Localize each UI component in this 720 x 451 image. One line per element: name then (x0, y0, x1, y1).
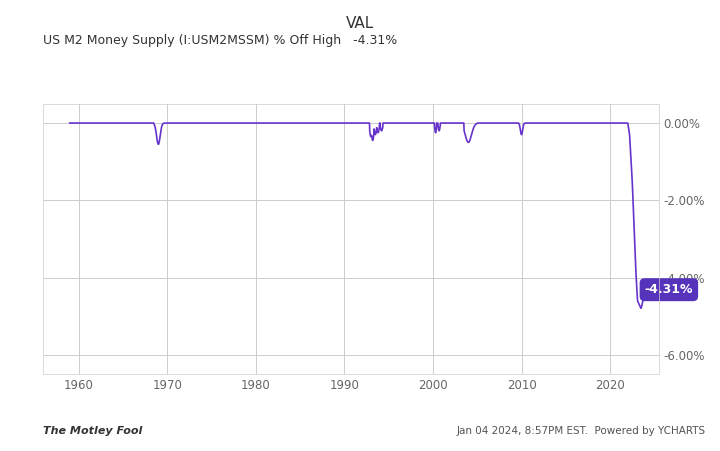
Text: VAL: VAL (346, 16, 374, 31)
Text: -4.31%: -4.31% (639, 283, 693, 296)
Text: The Motley Fool: The Motley Fool (43, 426, 143, 436)
Text: Jan 04 2024, 8:57PM EST.  Powered by YCHARTS: Jan 04 2024, 8:57PM EST. Powered by YCHA… (456, 426, 706, 436)
Text: US M2 Money Supply (I:USM2MSSM) % Off High   -4.31%: US M2 Money Supply (I:USM2MSSM) % Off Hi… (43, 34, 397, 47)
